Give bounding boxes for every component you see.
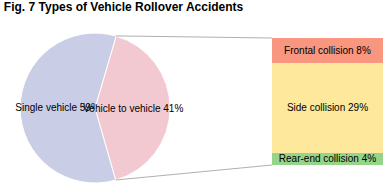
svg-text:Fig. 7 Types of Vehicle Rollov: Fig. 7 Types of Vehicle Rollover Acciden… [4, 0, 244, 14]
svg-text:Vehicle to vehicle 41%: Vehicle to vehicle 41% [83, 103, 183, 114]
svg-text:Rear-end collision 4%: Rear-end collision 4% [279, 153, 376, 164]
svg-text:Frontal collision 8%: Frontal collision 8% [284, 45, 371, 56]
svg-text:Single vehicle 59%: Single vehicle 59% [15, 102, 100, 113]
svg-text:Side collision 29%: Side collision 29% [287, 102, 368, 113]
